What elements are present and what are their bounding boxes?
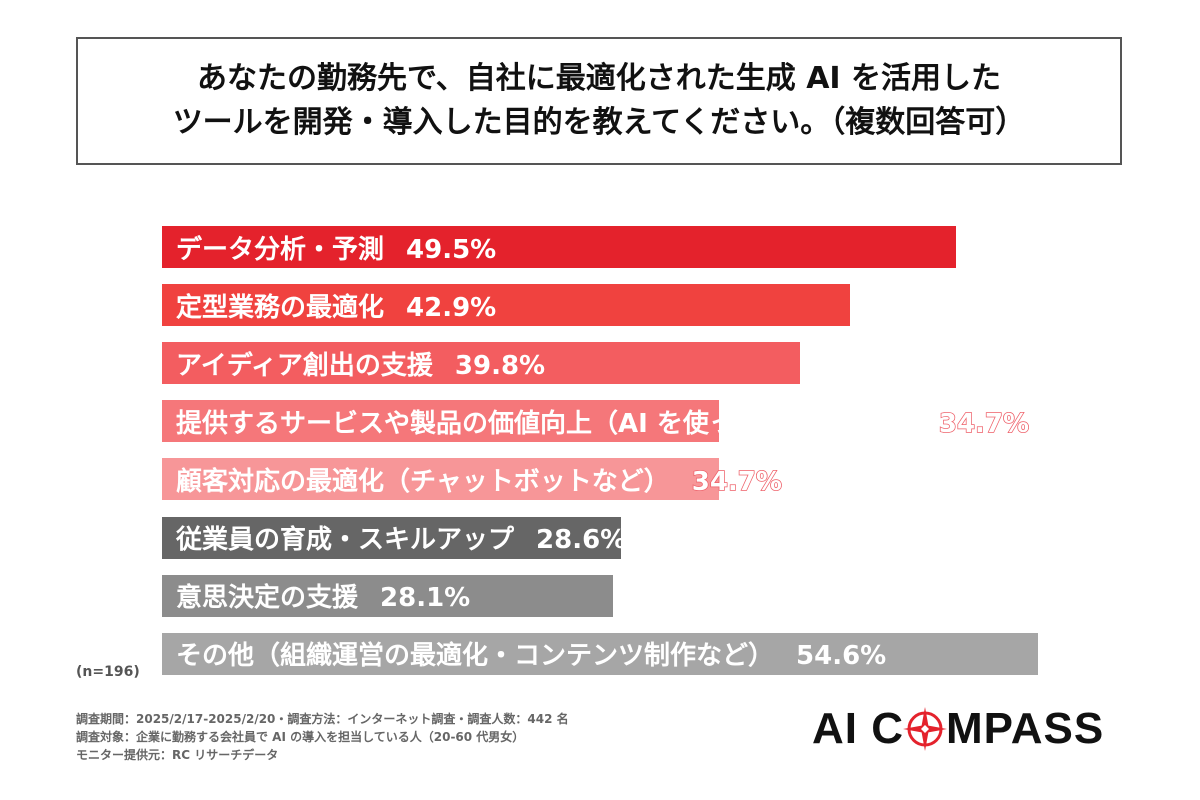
bar-label: 従業員の育成・スキルアップ 28.6% bbox=[176, 519, 626, 556]
footnote-target: 調査対象：企業に勤務する会社員で AI の導入を担当している人（20-60 代男… bbox=[76, 730, 525, 744]
chart-title-box: あなたの勤務先で、自社に最適化された生成 AI を活用した ツールを開発・導入し… bbox=[76, 37, 1122, 165]
category-label: 意思決定の支援 bbox=[176, 583, 359, 614]
category-label: 顧客対応の最適化（チャットボットなど） bbox=[176, 466, 670, 497]
bar-3: アイディア創出の支援 39.8% bbox=[162, 342, 801, 385]
compass-rose-icon bbox=[903, 707, 947, 751]
bar-label: データ分析・予測 49.5% bbox=[176, 229, 496, 266]
category-label: アイディア創出の支援 bbox=[176, 350, 433, 381]
bar-6: 従業員の育成・スキルアップ 28.6% bbox=[162, 516, 626, 559]
value-label: 34.7% bbox=[691, 466, 783, 498]
category-label: 提供するサービスや製品の価値向上（AI を使った新機能など） bbox=[176, 408, 917, 439]
bar-4: 提供するサービスや製品の価値向上（AI を使った新機能など） 34.7% bbox=[162, 400, 1030, 443]
footnote-period: 調査期間：2025/2/17-2025/2/20・調査方法：インターネット調査・… bbox=[76, 712, 569, 726]
chart-title-line-2: ツールを開発・導入した目的を教えてください。（複数回答可） bbox=[172, 105, 1026, 140]
value-label: 34.7% bbox=[938, 408, 1030, 440]
logo-text-part-1: AI C bbox=[812, 704, 904, 753]
category-label: 従業員の育成・スキルアップ bbox=[176, 525, 515, 555]
bar-label: 意思決定の支援 28.1% bbox=[176, 577, 470, 614]
footnotes: 調査期間：2025/2/17-2025/2/20・調査方法：インターネット調査・… bbox=[76, 710, 569, 764]
logo-text-part-2: MPASS bbox=[946, 704, 1105, 753]
value-label: 28.6% bbox=[536, 525, 627, 555]
bar-5: 顧客対応の最適化（チャットボットなど） 34.7% bbox=[162, 458, 783, 501]
value-label: 49.5% bbox=[406, 234, 497, 265]
bar-7: 意思決定の支援 28.1% bbox=[162, 574, 613, 617]
sample-size-label: (n=196) bbox=[76, 664, 140, 680]
value-label: 42.9% bbox=[406, 292, 497, 323]
value-label: 39.8% bbox=[454, 350, 546, 381]
chart-title-line-1: あなたの勤務先で、自社に最適化された生成 AI を活用した bbox=[196, 61, 1002, 96]
bar-label: その他（組織運営の最適化・コンテンツ制作など） 54.6% bbox=[176, 635, 886, 672]
value-label: 54.6% bbox=[796, 641, 887, 672]
footnote-source: モニター提供元：RC リサーチデータ bbox=[76, 748, 279, 762]
category-label: データ分析・予測 bbox=[176, 234, 385, 265]
bar-1: データ分析・予測 49.5% bbox=[162, 226, 956, 268]
category-label: 定型業務の最適化 bbox=[176, 292, 385, 323]
bar-label: 顧客対応の最適化（チャットボットなど） 34.7% bbox=[176, 461, 783, 498]
bar-label: 定型業務の最適化 42.9% bbox=[176, 287, 496, 324]
value-label: 28.1% bbox=[380, 583, 471, 614]
category-label: その他（組織運営の最適化・コンテンツ制作など） bbox=[176, 641, 775, 672]
bar-2: 定型業務の最適化 42.9% bbox=[162, 284, 851, 327]
bar-8: その他（組織運営の最適化・コンテンツ制作など） 54.6% bbox=[162, 632, 1038, 675]
bar-label: アイディア創出の支援 39.8% bbox=[176, 345, 545, 382]
bar-label: 提供するサービスや製品の価値向上（AI を使った新機能など） 34.7% bbox=[176, 403, 1030, 440]
ai-compass-logo: AI C MPASS bbox=[812, 704, 1104, 754]
